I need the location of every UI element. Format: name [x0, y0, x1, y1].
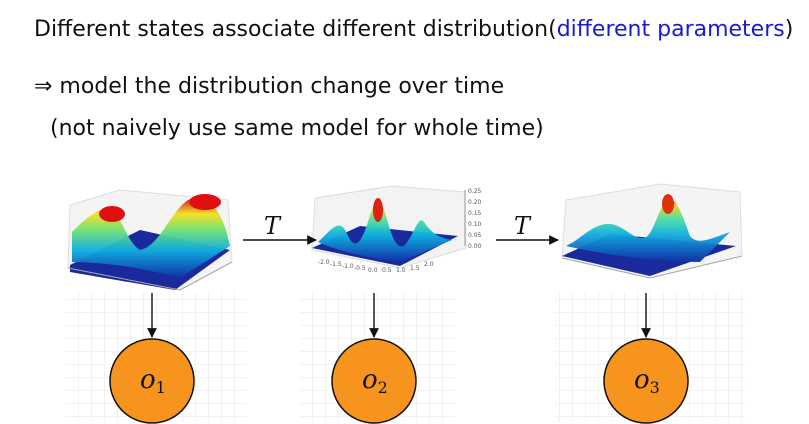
- svg-text:o1: o1: [140, 365, 166, 397]
- z-tick: 0.00: [468, 243, 482, 250]
- x-tick: 0.0: [368, 267, 378, 274]
- svg-text:o3: o3: [634, 365, 660, 397]
- surface-plot-2: 0.25 0.20 0.15 0.10 0.05 0.00 -2.0 -1.5 …: [311, 185, 482, 274]
- z-tick: 0.25: [468, 188, 482, 195]
- surface-plot-1: [67, 189, 233, 291]
- z-tick: 0.10: [468, 221, 482, 228]
- x-tick: 0.5: [382, 267, 392, 274]
- obs-sub: 3: [650, 378, 660, 397]
- x-tick: 1.5: [410, 265, 420, 272]
- x-tick: -1.0: [342, 263, 354, 270]
- obs-sub: 1: [156, 378, 166, 397]
- x-axis-ticks: -2.0 -1.5 -1.0 -0.5 0.0 0.5 1.0 1.5 2.0: [318, 259, 434, 274]
- observation-node-2: o2: [331, 338, 417, 424]
- intro-suffix: ): [784, 17, 794, 42]
- obs-sub: 2: [378, 378, 388, 397]
- x-tick: 1.0: [396, 267, 406, 274]
- implication-line: ⇒ model the distribution change over tim…: [34, 73, 504, 101]
- z-tick: 0.15: [468, 210, 482, 217]
- transition-label-1: T: [264, 212, 282, 240]
- x-tick: -2.0: [318, 259, 330, 266]
- observation-node-1: o1: [109, 338, 195, 424]
- z-tick: 0.05: [468, 232, 482, 239]
- z-axis-ticks: 0.25 0.20 0.15 0.10 0.05 0.00: [468, 188, 482, 250]
- x-tick: 2.0: [424, 261, 434, 268]
- surface-plot-3: [561, 183, 743, 279]
- z-tick: 0.20: [468, 199, 482, 206]
- intro-prefix: Different states associate different dis…: [34, 17, 557, 42]
- x-tick: -1.5: [330, 261, 342, 268]
- transition-label-2: T: [514, 212, 532, 240]
- observation-node-3: o3: [603, 338, 689, 424]
- x-tick: -0.5: [354, 265, 366, 272]
- implication-text: model the distribution change over time: [52, 74, 505, 99]
- svg-text:o2: o2: [362, 365, 388, 397]
- obs-base: o: [634, 365, 650, 395]
- note-line: (not naively use same model for whole ti…: [50, 116, 544, 141]
- intro-line: Different states associate different dis…: [34, 16, 793, 44]
- obs-base: o: [140, 365, 156, 395]
- highlight-parameters: different parameters: [556, 17, 785, 42]
- implies-symbol: ⇒: [34, 74, 53, 99]
- obs-base: o: [362, 365, 378, 395]
